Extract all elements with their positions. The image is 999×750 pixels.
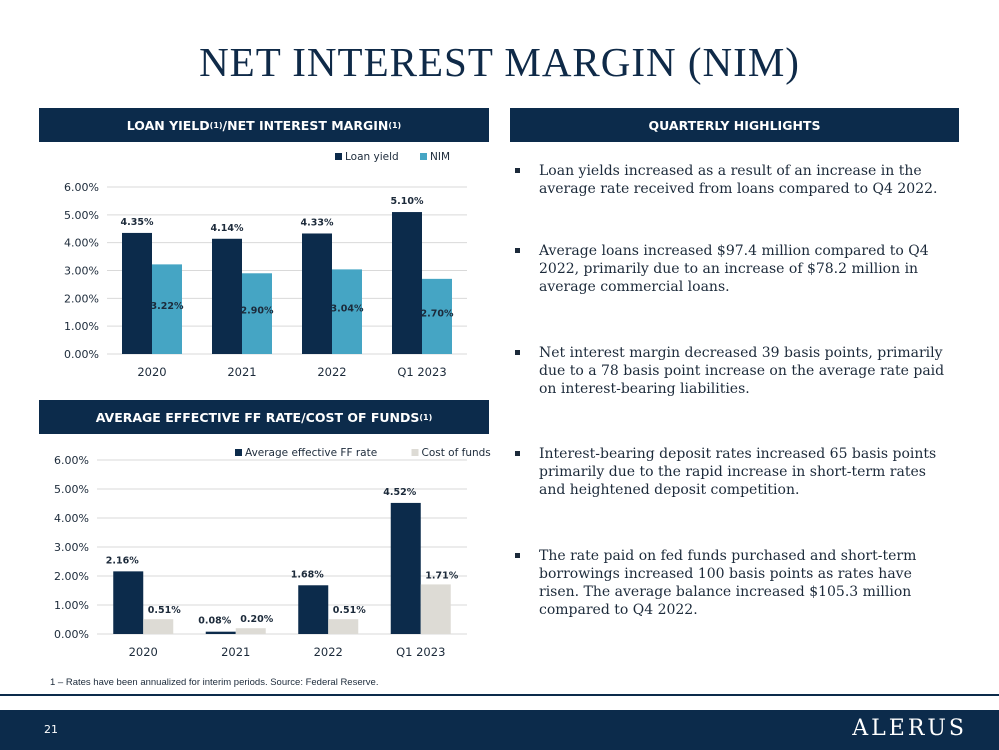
bar-primary (298, 585, 329, 634)
page-number: 21 (44, 723, 58, 736)
ff-rate-header-sup: (1) (419, 412, 433, 422)
x-category-label: 2021 (227, 365, 256, 379)
y-tick-label: 2.00% (54, 570, 89, 583)
bar-secondary (420, 584, 451, 634)
loan-yield-header: LOAN YIELD (1)/NET INTEREST MARGIN (1) (39, 108, 489, 142)
legend-swatch (420, 153, 427, 160)
x-category-label: 2020 (137, 365, 166, 379)
bar-secondary (143, 619, 174, 634)
y-tick-label: 5.00% (64, 209, 99, 222)
legend-label: Loan yield (345, 151, 399, 163)
highlight-item: The rate paid on fed funds purchased and… (514, 547, 954, 619)
footnote: 1 – Rates have been annualized for inter… (50, 677, 379, 688)
legend-swatch (235, 449, 242, 456)
bar-secondary (235, 628, 266, 634)
bar-secondary (242, 273, 272, 354)
quarterly-highlights-header: QUARTERLY HIGHLIGHTS (510, 108, 959, 142)
footer-divider (0, 694, 999, 696)
bar-primary (302, 233, 332, 354)
data-label: 3.04% (331, 304, 364, 315)
y-tick-label: 4.00% (54, 512, 89, 525)
y-tick-label: 6.00% (64, 181, 99, 194)
y-tick-label: 1.00% (64, 320, 99, 333)
data-label: 3.22% (151, 301, 184, 312)
data-label: 5.10% (391, 196, 424, 207)
bar-primary (205, 631, 236, 634)
legend-label: Average effective FF rate (245, 447, 377, 459)
data-label: 1.68% (291, 569, 324, 580)
loan-yield-nim-chart: 0.00% 1.00% 2.00% 3.00% 4.00% 5.00% 6.00% 4.35%… (64, 151, 467, 379)
y-tick-label: 6.00% (54, 454, 89, 467)
y-tick-label: 0.00% (64, 348, 99, 361)
y-tick-label: 0.00% (54, 628, 89, 641)
data-label: 0.51% (148, 605, 181, 616)
bar-secondary (332, 269, 362, 354)
bar-primary (122, 232, 152, 354)
y-tick-label: 4.00% (64, 237, 99, 250)
highlight-item: Interest-bearing deposit rates increased… (514, 445, 954, 499)
x-category-label: Q1 2023 (396, 645, 445, 659)
y-tick-label: 3.00% (54, 541, 89, 554)
page-title: NET INTEREST MARGIN (NIM) (199, 39, 800, 85)
y-tick-label: 2.00% (64, 292, 99, 305)
legend-label: Cost of funds (422, 447, 491, 459)
legend-label: NIM (430, 151, 450, 163)
data-label: 2.16% (106, 555, 139, 566)
y-tick-label: 5.00% (54, 483, 89, 496)
loan-yield-header-mid: /NET INTEREST MARGIN (222, 117, 389, 133)
ff-rate-header: AVERAGE EFFECTIVE FF RATE/COST OF FUNDS(… (39, 400, 489, 434)
x-category-label: 2021 (221, 645, 250, 659)
bar-secondary (328, 619, 359, 634)
ff-rate-cost-of-funds-chart: 0.00% 1.00% 2.00% 3.00% 4.00% 5.00% 6.00% 2.16%… (54, 447, 491, 659)
bar-secondary (422, 278, 452, 354)
x-category-label: Q1 2023 (397, 365, 446, 379)
legend-swatch (335, 153, 342, 160)
alerus-logo: ALERUS (852, 716, 967, 741)
x-category-label: 2022 (317, 365, 346, 379)
footer-bar: 21 ALERUS (0, 710, 999, 750)
data-label: 4.52% (383, 487, 416, 498)
x-category-label: 2020 (129, 645, 158, 659)
highlight-item: Net interest margin decreased 39 basis p… (514, 344, 954, 398)
data-label: 2.90% (241, 306, 274, 317)
y-tick-label: 3.00% (64, 265, 99, 278)
loan-yield-header-sup1: (1) (209, 120, 223, 130)
data-label: 1.71% (425, 570, 458, 581)
highlight-item: Loan yields increased as a result of an … (514, 162, 954, 198)
data-label: 4.35% (121, 217, 154, 228)
highlight-item: Average loans increased $97.4 million co… (514, 242, 954, 296)
y-tick-label: 1.00% (54, 599, 89, 612)
legend-swatch (411, 449, 419, 456)
bar-primary (212, 238, 242, 354)
data-label: 2.70% (421, 308, 454, 319)
quarterly-highlights-label: QUARTERLY HIGHLIGHTS (648, 117, 821, 133)
loan-yield-header-sup2: (1) (388, 120, 402, 130)
bar-primary (392, 212, 422, 354)
data-label: 0.08% (198, 616, 231, 627)
data-label: 4.14% (211, 223, 244, 234)
bar-primary (390, 502, 421, 634)
data-label: 4.33% (301, 217, 334, 228)
bar-primary (113, 571, 144, 634)
bar-secondary (152, 264, 182, 354)
data-label: 0.20% (240, 614, 273, 625)
data-label: 0.51% (333, 605, 366, 616)
ff-rate-header-label: AVERAGE EFFECTIVE FF RATE/COST OF FUNDS (95, 409, 420, 425)
x-category-label: 2022 (314, 645, 343, 659)
loan-yield-header-label: LOAN YIELD (126, 117, 210, 133)
